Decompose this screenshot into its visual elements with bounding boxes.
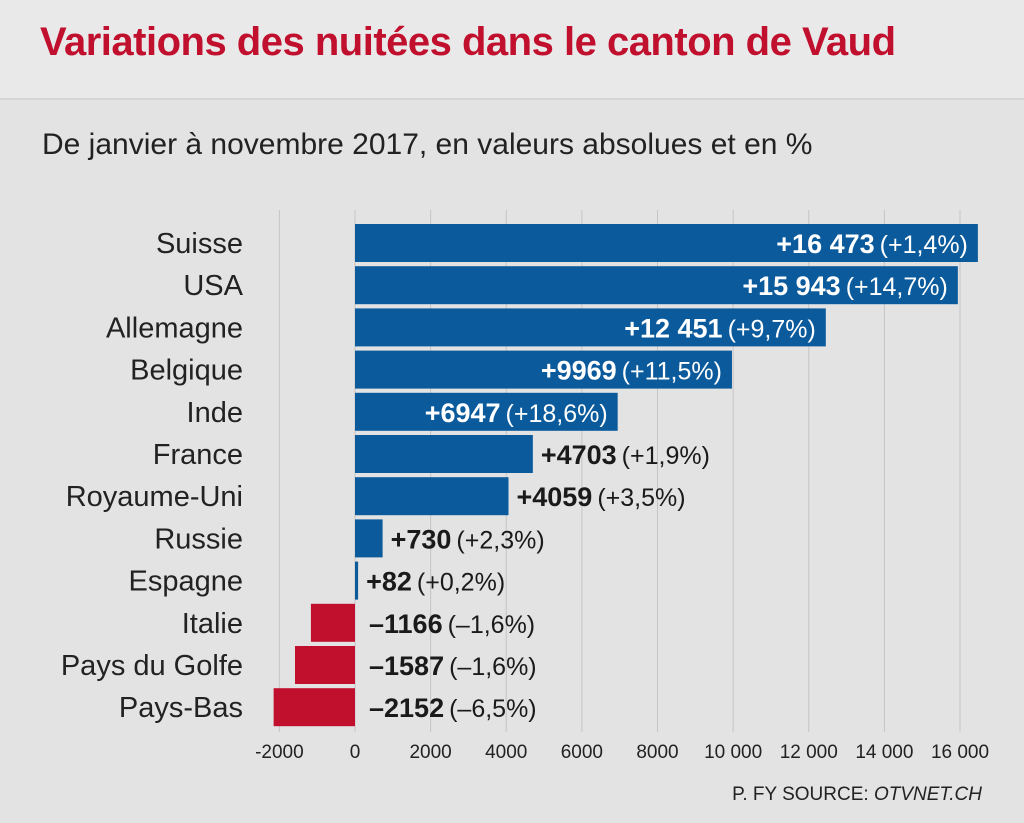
data-label-value: +16 473 <box>776 229 874 259</box>
data-label: –2152 (–6,5%) <box>369 693 537 723</box>
data-label: +16 473 (+1,4%) <box>776 229 968 259</box>
data-label-percent: (+2,3%) <box>456 526 544 554</box>
category-label: Italie <box>182 608 243 640</box>
category-label: Russie <box>154 523 243 555</box>
data-label-percent: (+1,4%) <box>880 231 968 259</box>
category-label: Royaume-Uni <box>66 481 243 513</box>
data-label-value: –2152 <box>369 693 444 723</box>
data-label: +4703 (+1,9%) <box>541 440 710 470</box>
data-label: +15 943 (+14,7%) <box>742 271 948 301</box>
data-label-value: +4703 <box>541 440 617 470</box>
data-label: +730 (+2,3%) <box>391 524 545 554</box>
data-label: +12 451 (+9,7%) <box>624 313 816 343</box>
x-tick-label: 14 000 <box>855 742 913 763</box>
data-label-percent: (–6,5%) <box>449 695 537 723</box>
data-label: +82 (+0,2%) <box>366 567 505 597</box>
data-label-percent: (+0,2%) <box>417 569 505 597</box>
data-label-value: –1166 <box>369 609 443 639</box>
data-label-value: +730 <box>391 524 452 554</box>
data-label-percent: (–1,6%) <box>448 611 536 639</box>
x-tick-label: 12 000 <box>780 742 838 763</box>
data-label-percent: (–1,6%) <box>449 653 537 681</box>
data-label-value: –1587 <box>369 651 444 681</box>
data-label-value: +6947 <box>425 398 501 428</box>
source-credit: P. FY SOURCE: OTVNET.CH <box>732 784 982 806</box>
category-label: Pays du Golfe <box>61 650 243 682</box>
x-tick-label: 0 <box>350 742 361 763</box>
bar <box>355 308 826 347</box>
bar <box>355 477 509 516</box>
chart-subtitle: De janvier à novembre 2017, en valeurs a… <box>42 128 813 161</box>
source-prefix: P. FY SOURCE: <box>732 784 874 805</box>
data-label: +4059 (+3,5%) <box>516 482 685 512</box>
category-label: Belgique <box>130 355 243 387</box>
category-label: France <box>153 439 243 471</box>
data-label-percent: (+9,7%) <box>728 315 816 343</box>
data-label-percent: (+18,6%) <box>506 400 608 428</box>
data-label-value: +9969 <box>541 356 617 386</box>
category-label: Pays-Bas <box>119 692 243 724</box>
data-label: –1587 (–1,6%) <box>369 651 537 681</box>
bar <box>294 646 355 684</box>
bar <box>355 350 732 389</box>
data-label: +6947 (+18,6%) <box>425 398 608 428</box>
data-label: –1166 (–1,6%) <box>369 609 535 639</box>
title-band <box>0 0 1024 100</box>
x-tick-label: 16 000 <box>931 742 989 763</box>
x-tick-label: 4000 <box>485 742 527 763</box>
data-label-value: +12 451 <box>624 313 722 343</box>
x-tick-label: 2000 <box>409 742 451 763</box>
bar <box>355 561 359 600</box>
category-label: Inde <box>187 397 243 429</box>
bar <box>355 435 533 473</box>
bar <box>310 603 355 642</box>
x-tick-label: 6000 <box>561 742 603 763</box>
data-label-percent: (+1,9%) <box>622 442 710 470</box>
category-label: Allemagne <box>106 312 243 344</box>
data-label-percent: (+3,5%) <box>597 484 685 512</box>
bar <box>355 392 618 431</box>
category-label: USA <box>183 270 243 302</box>
chart-title: Variations des nuitées dans le canton de… <box>40 20 896 64</box>
data-label-value: +4059 <box>516 482 592 512</box>
x-tick-label: -2000 <box>255 742 304 763</box>
data-label-percent: (+14,7%) <box>846 273 948 301</box>
category-label: Espagne <box>129 566 244 598</box>
x-tick-label: 10 000 <box>704 742 762 763</box>
source-name: OTVNET.CH <box>873 784 982 805</box>
data-label-percent: (+11,5%) <box>622 358 722 386</box>
bar <box>273 688 355 727</box>
data-label: +9969 (+11,5%) <box>541 356 722 386</box>
bar <box>355 266 958 305</box>
data-label-value: +15 943 <box>742 271 840 301</box>
bar <box>355 224 978 262</box>
data-label-value: +82 <box>366 567 412 597</box>
bar <box>355 519 383 558</box>
category-label: Suisse <box>156 228 243 260</box>
x-tick-label: 8000 <box>636 742 678 763</box>
